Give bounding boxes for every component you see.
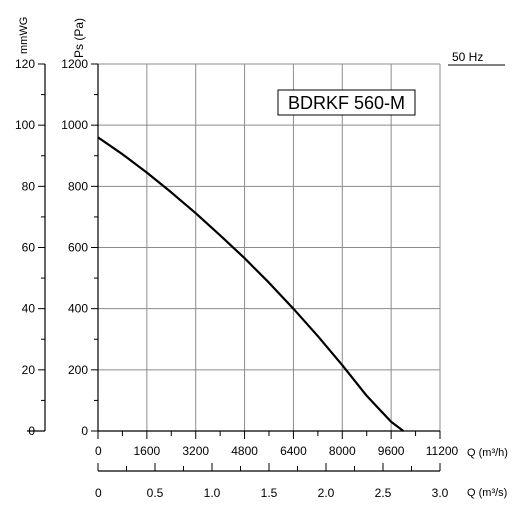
- x2-tick-label: 0.5: [147, 486, 164, 500]
- x-tick-label: 8000: [329, 444, 356, 458]
- mmwg-tick-label: 60: [22, 241, 36, 255]
- x-tick-label: 6400: [280, 444, 307, 458]
- mmwg-axis-label: mmWG: [18, 17, 30, 54]
- mmwg-tick-label: 80: [22, 179, 36, 193]
- pa-tick-label: 600: [68, 241, 88, 255]
- pa-tick-label: 200: [68, 363, 88, 377]
- x-axis-label-m3h: Q (m³/h): [467, 447, 508, 459]
- ps-axis-label: Ps (Pa): [72, 18, 86, 58]
- mmwg-tick-label: 120: [15, 57, 35, 71]
- x-tick-label: 9600: [378, 444, 405, 458]
- x-tick-label: 1600: [134, 444, 161, 458]
- x2-tick-label: 0: [95, 486, 102, 500]
- mmwg-tick-label: 0: [28, 424, 35, 438]
- x-tick-label: 11200: [426, 444, 459, 458]
- pa-tick-label: 0: [81, 424, 88, 438]
- x-tick-label: 3200: [182, 444, 209, 458]
- x2-tick-label: 2.5: [375, 486, 392, 500]
- pa-tick-label: 400: [68, 302, 88, 316]
- ticks: [38, 63, 441, 471]
- chart-title: BDRKF 560-M: [288, 93, 405, 113]
- frequency-label: 50 Hz: [452, 50, 483, 64]
- pa-tick-label: 800: [68, 179, 88, 193]
- pressure-curve: [97, 136, 405, 432]
- mmwg-tick-label: 20: [22, 363, 36, 377]
- x2-tick-label: 1.5: [261, 486, 278, 500]
- x2-tick-label: 3.0: [432, 486, 449, 500]
- pa-tick-label: 1000: [61, 118, 88, 132]
- mmwg-tick-label: 100: [15, 118, 35, 132]
- title-box: [277, 89, 416, 116]
- mmwg-tick-label: 40: [22, 302, 36, 316]
- x2-tick-label: 1.0: [204, 486, 221, 500]
- pa-tick-label: 1200: [61, 57, 88, 71]
- x-tick-label: 4800: [231, 444, 258, 458]
- x2-tick-label: 2.0: [318, 486, 335, 500]
- grid: [97, 63, 441, 432]
- x-axis-label-m3s: Q (m³/s): [467, 487, 507, 499]
- x-tick-label: 0: [95, 444, 102, 458]
